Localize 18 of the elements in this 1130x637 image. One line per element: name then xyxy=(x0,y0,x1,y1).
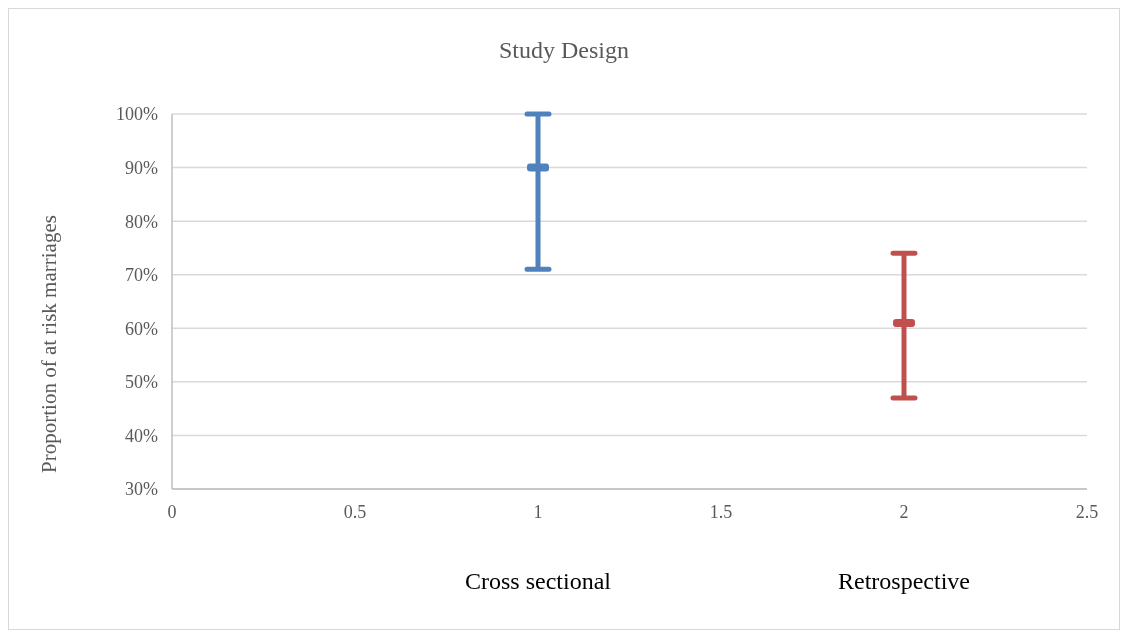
text: Cross sectional xyxy=(465,568,612,594)
y-tick-label: 40% xyxy=(125,425,158,446)
x-tick-label: 2 xyxy=(899,501,909,522)
x-tick-label: 1.5 xyxy=(709,501,733,522)
x-tick-label: 2.5 xyxy=(1075,501,1099,522)
y-tick-label: 90% xyxy=(125,157,158,178)
y-tick-label: 30% xyxy=(125,479,158,500)
text: Retrospective xyxy=(838,568,970,594)
y-tick-label: 60% xyxy=(125,318,158,339)
x-tick-label: 0 xyxy=(167,501,177,522)
x-tick-label: 0.5 xyxy=(343,501,367,522)
chart-title: Study Design xyxy=(498,37,630,64)
x-tick-label: 1 xyxy=(533,501,543,522)
y-tick-label: 100% xyxy=(116,104,158,125)
y-tick-label: 80% xyxy=(125,211,158,232)
y-axis-title: Proportion of at risk marriages xyxy=(36,215,62,473)
y-tick-label: 50% xyxy=(125,372,158,393)
y-tick-label: 70% xyxy=(125,265,158,286)
